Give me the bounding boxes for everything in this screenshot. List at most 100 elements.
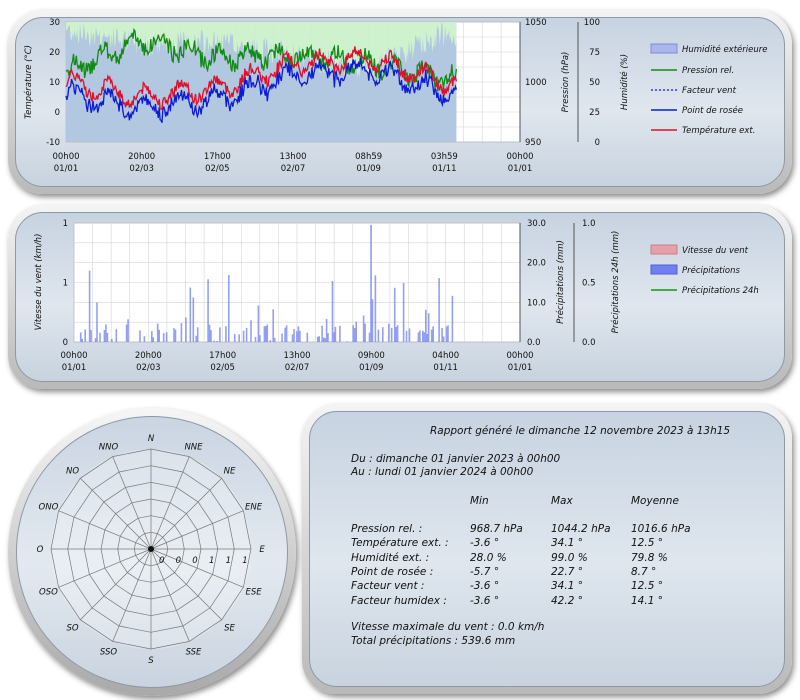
- precip-tick-label: 10.0: [527, 298, 546, 308]
- report-cell-min: -5.7 °: [470, 565, 500, 578]
- precip-bar: [127, 319, 129, 342]
- precip-bar: [156, 323, 159, 342]
- temp-tick-label: 30: [49, 18, 60, 28]
- report-cell-avg: 12.5 °: [631, 580, 663, 593]
- rose-spoke: [150, 548, 222, 620]
- report-cell-min: 968.7 hPa: [470, 523, 523, 535]
- x-date-label-1: 01/01: [54, 164, 79, 174]
- rose-spokes: [51, 449, 251, 649]
- humidity-tick-label: 25: [589, 108, 600, 118]
- precip24-tick-label: 1.0: [582, 219, 596, 229]
- x-date-label-2: 01/01: [508, 363, 533, 373]
- wind-tick-label: 0: [63, 338, 68, 348]
- precip-bar: [353, 328, 356, 342]
- rose-spoke: [150, 510, 244, 550]
- precip-bar: [427, 313, 430, 342]
- x-date-label-2: 01/11: [433, 363, 458, 373]
- precip-axis-label: Précipitations (mm): [555, 240, 566, 324]
- rose-direction-labels: N NNE NE ENE E ESE SE SSE S SSO SO OSO O ONO NO NNO: [37, 434, 266, 666]
- precip-bar: [210, 330, 212, 342]
- series-dewpoint: [65, 58, 458, 123]
- precip-bar: [355, 321, 357, 342]
- report-header-max: Max: [551, 495, 573, 507]
- precip24-tick-label: 0.5: [582, 279, 596, 289]
- temp-tick-label: -10: [46, 138, 60, 148]
- report-cell-max: 22.7 °: [551, 565, 583, 578]
- precip-bar: [162, 333, 165, 342]
- legend-label-temperature: Température ext.: [682, 125, 755, 136]
- precip-bar: [111, 338, 113, 342]
- precip-bar: [216, 341, 218, 342]
- precip-bar: [325, 319, 328, 342]
- precip-bar: [306, 332, 309, 342]
- precip-bar: [447, 325, 449, 342]
- legend-swatch-humidity: [650, 43, 678, 54]
- rose-center: [148, 546, 154, 552]
- legend-swatch-precip: [650, 264, 678, 275]
- precip-bar: [426, 334, 429, 342]
- precip-bar: [165, 332, 168, 342]
- precip-bar: [103, 330, 106, 342]
- report-total-rain: Total précipitations : 539.6 mm: [351, 635, 516, 647]
- precip-bar: [430, 329, 433, 342]
- precip-bar: [327, 333, 329, 342]
- precip-bar: [189, 287, 192, 342]
- precip-bar: [370, 225, 372, 342]
- rose-direction-s: S: [148, 656, 154, 666]
- report-to: Au : lundi 01 janvier 2024 à 00h00: [351, 466, 534, 478]
- precip-bar: [388, 323, 390, 342]
- precip-bar: [362, 315, 365, 342]
- temp-tick-label: 10: [49, 78, 60, 88]
- legend-label-precip24: Précipitations 24h: [682, 285, 759, 296]
- x-date-label-2: 02/03: [136, 363, 161, 373]
- series-pressure: [65, 27, 458, 92]
- humidity-tick-label: 50: [589, 78, 600, 88]
- pressure-tick-label: 950: [525, 138, 541, 148]
- precip-bar: [225, 326, 227, 342]
- rose-direction-ese: ESE: [246, 588, 263, 598]
- precip-bar: [185, 317, 187, 342]
- precip-tick-label: 0.0: [527, 338, 541, 348]
- precip-bar: [207, 279, 209, 342]
- precip-bar: [269, 340, 272, 342]
- series-humidity: [66, 23, 457, 143]
- x-date-label-1: 02/05: [205, 164, 230, 174]
- precip-bar: [233, 334, 236, 342]
- rose-spoke: [80, 548, 152, 620]
- rose-direction-nne: NNE: [184, 442, 203, 452]
- legend-label-pressure: Pression rel.: [682, 66, 734, 76]
- precip-bar: [395, 327, 397, 342]
- report-from: Du : dimanche 01 janvier 2023 à 00h00: [351, 453, 561, 465]
- rose-spoke: [150, 548, 190, 642]
- precip-bar: [377, 329, 380, 342]
- x-date-label-1: 01/11: [432, 164, 457, 174]
- rose-spoke: [150, 456, 190, 550]
- precip-bar: [174, 329, 177, 342]
- precip-bar: [259, 335, 261, 342]
- humidity-axis-label: Humidité (%): [619, 54, 630, 110]
- legend-label-windchill: Facteur vent: [682, 86, 737, 96]
- precip-bar: [106, 332, 109, 342]
- rose-direction-ono: ONO: [39, 503, 59, 513]
- rose-direction-n: N: [148, 434, 155, 444]
- precip-bar: [192, 297, 195, 342]
- precip-bar: [84, 329, 86, 342]
- precip24-axis-label: Précipitations 24h (mm): [610, 231, 621, 334]
- x-time-label-1: 17h00: [204, 152, 231, 162]
- precip-bar: [419, 330, 421, 342]
- rose-ring-label: 0: [192, 556, 197, 566]
- precip-bar: [152, 337, 155, 342]
- report-cell-label: Facteur humidex :: [351, 594, 447, 607]
- precip-bar: [219, 327, 221, 342]
- rose-spoke: [150, 548, 244, 588]
- precip-bar: [402, 283, 405, 342]
- report-cell-label: Pression rel. :: [351, 523, 423, 535]
- x-date-label-2: 02/05: [210, 363, 235, 373]
- precip-bar: [425, 309, 427, 342]
- precip-bar: [263, 326, 266, 342]
- rose-ring-label: 1: [242, 556, 247, 566]
- temp-tick-label: 0: [55, 108, 60, 118]
- precip-bar: [374, 275, 377, 342]
- precip-bar: [346, 341, 349, 342]
- humidity-tick-label: 0: [595, 138, 600, 148]
